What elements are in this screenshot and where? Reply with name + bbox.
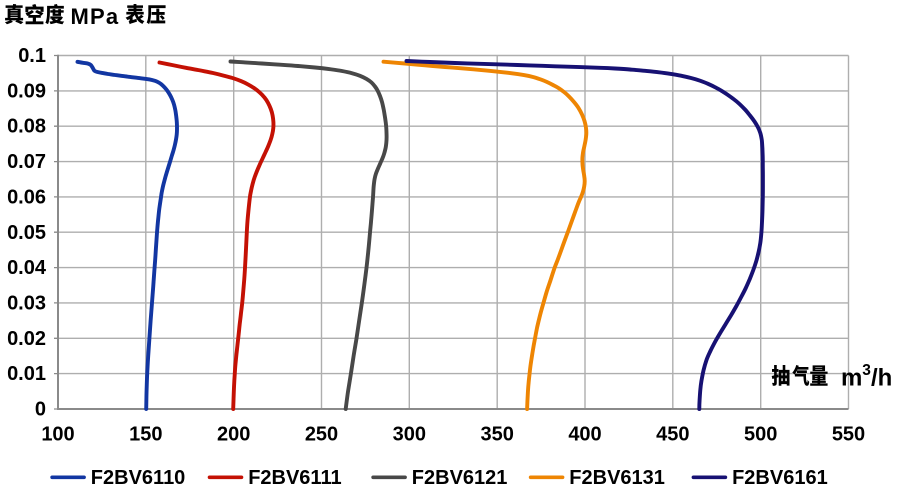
- svg-text:250: 250: [305, 424, 338, 446]
- svg-text:0.04: 0.04: [7, 257, 47, 279]
- svg-text:0.09: 0.09: [7, 80, 46, 102]
- svg-text:500: 500: [744, 424, 777, 446]
- svg-text:0: 0: [35, 399, 46, 421]
- svg-text:/h: /h: [871, 365, 892, 392]
- svg-text:350: 350: [481, 424, 514, 446]
- svg-text:F2BV6161: F2BV6161: [732, 467, 828, 489]
- svg-text:0.1: 0.1: [18, 45, 46, 67]
- svg-text:m: m: [841, 365, 862, 392]
- svg-text:200: 200: [217, 424, 250, 446]
- svg-text:F2BV6131: F2BV6131: [569, 467, 665, 489]
- svg-text:0.06: 0.06: [7, 186, 46, 208]
- svg-text:150: 150: [129, 424, 162, 446]
- svg-text:F2BV6110: F2BV6110: [91, 467, 186, 489]
- svg-text:100: 100: [41, 424, 74, 446]
- svg-text:3: 3: [862, 362, 871, 379]
- svg-text:450: 450: [656, 424, 689, 446]
- svg-text:300: 300: [393, 424, 426, 446]
- svg-text:400: 400: [568, 424, 601, 446]
- svg-text:MPa: MPa: [71, 4, 120, 29]
- svg-text:0.08: 0.08: [7, 116, 46, 138]
- svg-text:550: 550: [832, 424, 865, 446]
- svg-text:0.07: 0.07: [7, 151, 46, 173]
- svg-text:0.03: 0.03: [7, 292, 46, 314]
- svg-text:0.02: 0.02: [7, 328, 46, 350]
- svg-text:0.01: 0.01: [7, 363, 46, 385]
- svg-text:F2BV6121: F2BV6121: [412, 467, 508, 489]
- svg-text:F2BV6111: F2BV6111: [248, 467, 341, 489]
- svg-text:0.05: 0.05: [7, 222, 46, 244]
